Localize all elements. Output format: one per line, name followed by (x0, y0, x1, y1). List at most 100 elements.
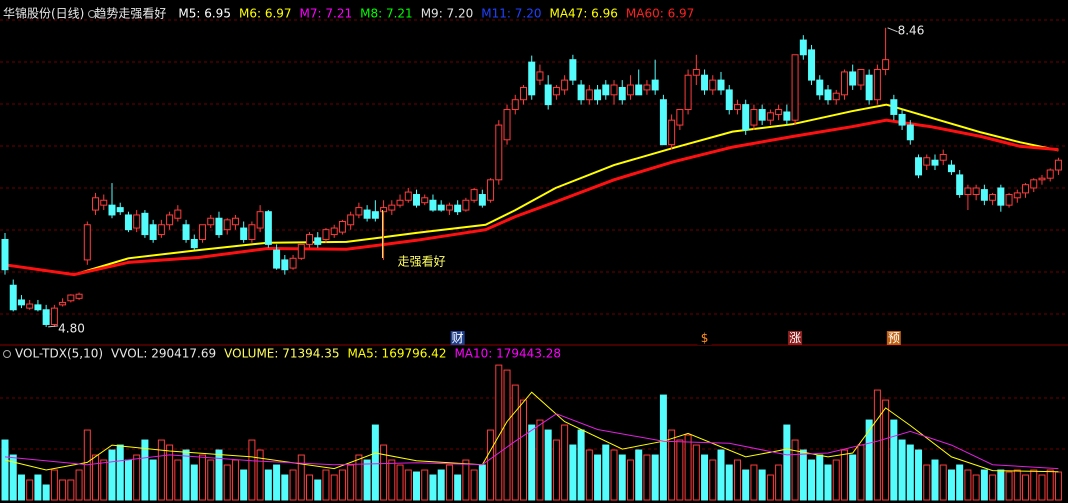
volume-bar (166, 444, 174, 501)
volume-bar (487, 429, 495, 501)
candle-body (297, 243, 305, 259)
candle-body (330, 227, 338, 236)
candle-body (873, 68, 881, 101)
volume-bar (643, 454, 651, 501)
volume-bar (840, 449, 848, 501)
candle-body (182, 224, 190, 240)
candle-body (355, 207, 363, 216)
candle-body (701, 74, 709, 91)
volume-bar (528, 424, 536, 501)
volume-bar (1013, 469, 1021, 501)
volume-bar (108, 449, 116, 501)
volume-bar (133, 454, 141, 501)
candle-body (404, 191, 412, 201)
volume-bar (26, 479, 34, 501)
candle-body (882, 59, 890, 70)
volume-bar (478, 464, 486, 501)
candle-body (536, 71, 544, 81)
candle-body (980, 189, 988, 201)
volume-bar (371, 424, 379, 501)
candle-body (149, 224, 157, 240)
volume-bar (445, 464, 453, 501)
volume-bar (618, 454, 626, 501)
candle-body (577, 84, 585, 101)
volume-bar (50, 469, 58, 501)
candle-body (676, 109, 684, 126)
candle-body (445, 204, 453, 211)
volume-bar (791, 439, 799, 501)
candle-body (59, 301, 67, 306)
candle-body (75, 293, 83, 299)
volume-panel: VOL-TDX(5,10) VVOL: 290417.69 VOLUME: 7139… (1, 347, 1062, 501)
volume-bar (906, 444, 914, 501)
panel-icon (3, 350, 11, 358)
candle-body (207, 217, 215, 226)
volume-bar (931, 459, 939, 501)
volume-bar (223, 464, 231, 501)
candle-body (552, 86, 560, 96)
candle-body (989, 194, 997, 201)
candle-body (511, 99, 519, 111)
volume-bar (190, 464, 198, 501)
volume-bar (347, 464, 355, 501)
volume-bar (17, 474, 25, 501)
candle-body (684, 74, 692, 111)
candle-body (824, 89, 832, 101)
panel-icon (88, 10, 96, 18)
candle-body (487, 179, 495, 201)
volume-bar (684, 434, 692, 501)
volume-bar (799, 449, 807, 501)
candle-body (733, 104, 741, 111)
candle-body (314, 237, 322, 245)
volume-bar (404, 469, 412, 501)
candle-body (849, 71, 857, 86)
volume-bar (709, 459, 717, 501)
header-text: M7: 7.21 (300, 7, 353, 21)
candle-body (495, 124, 503, 181)
candle-body (635, 84, 643, 96)
candle-body (264, 211, 272, 245)
candle-body (1038, 177, 1046, 181)
candle-body (709, 79, 717, 91)
volume-bar (413, 471, 420, 501)
candle-body (1054, 159, 1062, 171)
volume-bar (363, 459, 371, 501)
volume-bar (717, 449, 725, 501)
candle-body (1046, 169, 1054, 179)
volume-bar (9, 454, 17, 501)
candle-body (972, 187, 980, 196)
volume-bar (552, 439, 560, 501)
volume-bar (733, 459, 741, 501)
candle-body (923, 157, 931, 166)
volume-bar (668, 429, 676, 501)
volume-bar (676, 439, 684, 501)
candle-body (34, 304, 42, 311)
header-text: MA47: 6.96 (549, 7, 617, 21)
volume-bar (692, 444, 700, 501)
candle-body (766, 112, 774, 121)
volume-bar (75, 469, 83, 501)
volume-bar (207, 459, 215, 501)
volume-bar (157, 439, 165, 501)
volume-ma-line (4, 391, 1059, 473)
candle-body (166, 214, 174, 226)
candle-body (133, 214, 141, 229)
volume-bar (231, 459, 239, 501)
candle-body (931, 159, 939, 166)
volume-bar (141, 439, 149, 501)
volume-bar (199, 454, 207, 501)
volume-bar (783, 424, 791, 501)
candle-body (750, 109, 758, 126)
volume-bar (536, 419, 544, 501)
volume-bar (59, 479, 67, 501)
volume-bar (610, 449, 618, 501)
candle-body (273, 249, 281, 269)
volume-bar (34, 474, 42, 501)
volume-bar (585, 449, 593, 501)
volume-bar (997, 469, 1005, 501)
candle-body (437, 204, 445, 211)
volume-bar (569, 444, 577, 501)
candle-body (1013, 192, 1021, 199)
